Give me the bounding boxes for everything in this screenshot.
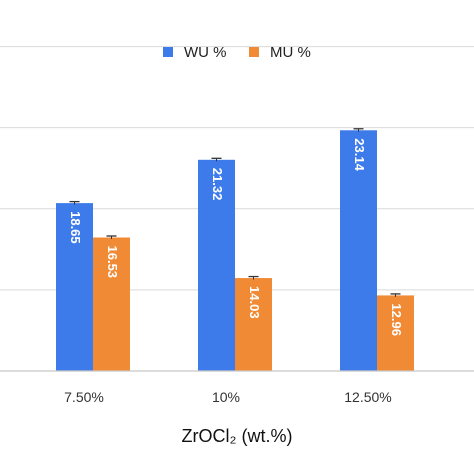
data-label-wu: 18.65: [68, 211, 83, 244]
legend-label-wu: WU %: [184, 44, 227, 61]
data-label-wu: 21.32: [210, 168, 225, 201]
bar-wu: [56, 203, 93, 371]
legend: WU % MU %: [163, 44, 311, 61]
data-label-mu: 12.96: [389, 303, 404, 336]
bar-wu: [340, 130, 377, 371]
x-tick-label: 12.50%: [344, 389, 391, 405]
legend-swatch-wu: [163, 47, 173, 57]
x-tick-label: 10%: [212, 389, 240, 405]
bar-wu: [198, 159, 235, 371]
legend-label-mu: MU %: [270, 44, 311, 61]
bar-mu: [377, 295, 414, 371]
data-label-wu: 23.14: [352, 138, 367, 171]
bar-mu: [93, 237, 130, 371]
x-axis-title: ZrOCl₂ (wt.%): [182, 426, 293, 446]
x-tick-label: 7.50%: [64, 389, 104, 405]
bar-mu: [235, 278, 272, 371]
x-tick-labels: 7.50% 10% 12.50%: [64, 389, 392, 405]
legend-swatch-mu: [249, 47, 259, 57]
data-label-mu: 14.03: [247, 286, 262, 319]
data-label-mu: 16.53: [105, 245, 120, 278]
